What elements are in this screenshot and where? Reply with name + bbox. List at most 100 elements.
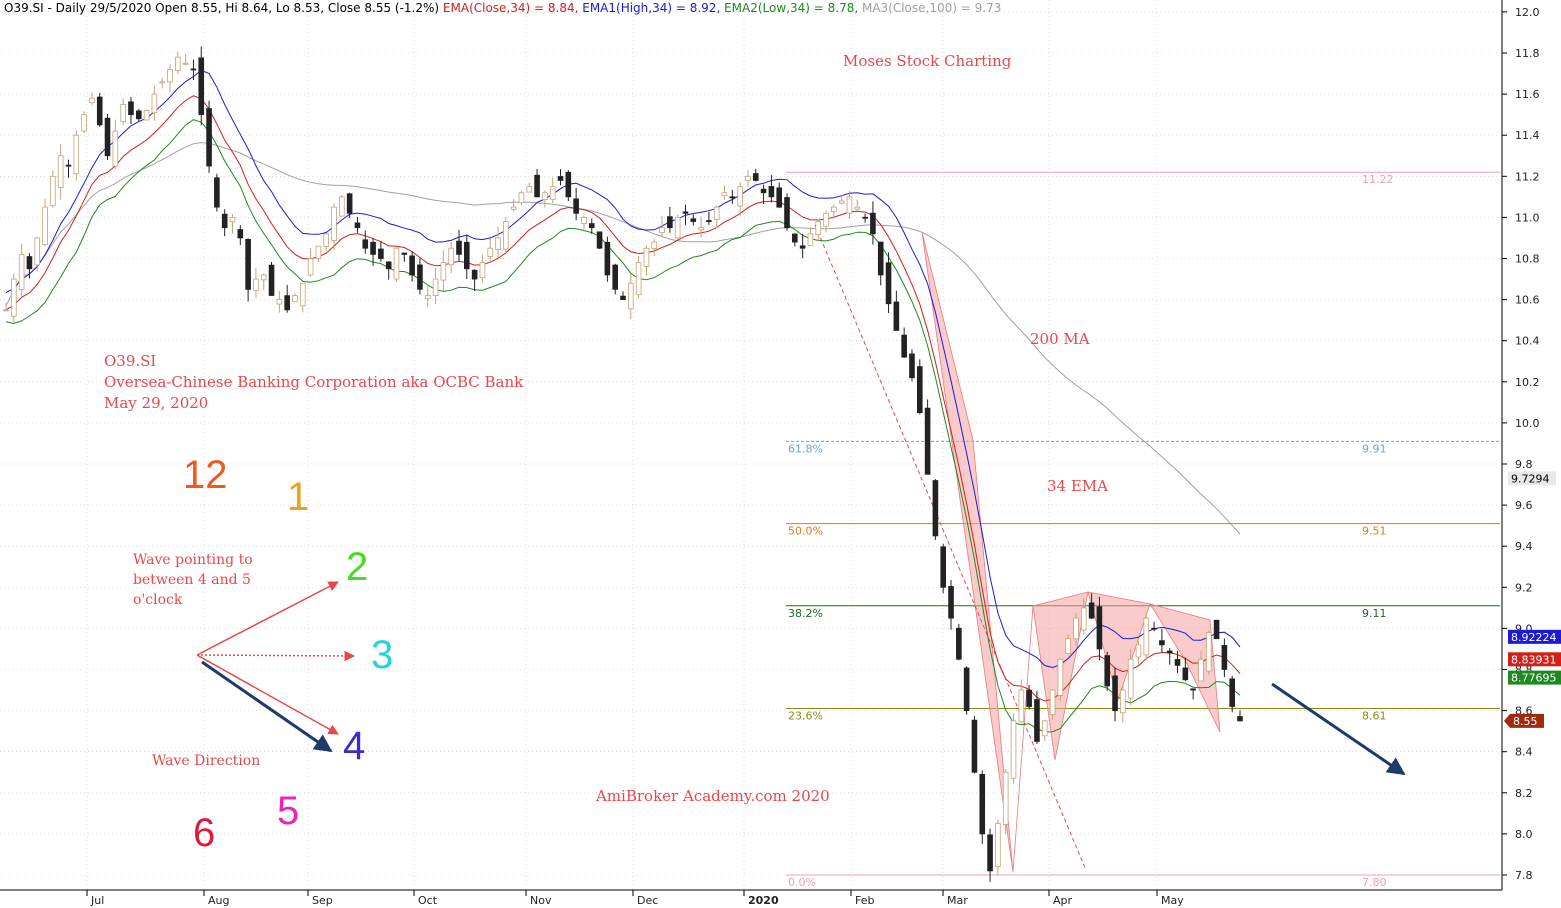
candle-body <box>987 834 993 872</box>
candle-body <box>1190 688 1196 691</box>
y-tick-label: 9.8 <box>1515 458 1533 471</box>
candle-body <box>339 196 345 217</box>
candle-body <box>620 295 626 300</box>
fib-value-label: 8.61 <box>1362 710 1387 723</box>
candle-body <box>401 252 408 255</box>
candle-body <box>565 171 572 198</box>
candle-body <box>1151 627 1157 630</box>
candle-body <box>776 187 783 208</box>
price-badge <box>1510 713 1544 728</box>
badge-pointer <box>1504 713 1510 728</box>
header-part-0: O39.SI - Daily 29/5/2020 Open 8.55, Hi 8… <box>4 1 443 15</box>
x-tick-label: Dec <box>637 894 658 907</box>
candle-body <box>940 546 947 588</box>
candle-body <box>901 334 907 358</box>
y-tick-label: 10.6 <box>1515 294 1540 307</box>
pattern-fill <box>921 231 1221 873</box>
price-badge-label: 8.55 <box>1513 715 1538 728</box>
candle-body <box>284 295 290 311</box>
pattern-overlay <box>814 224 1221 873</box>
candle-body <box>604 241 611 276</box>
candle-body <box>612 264 618 290</box>
candle-body <box>596 231 603 249</box>
trend-arrow <box>1271 682 1406 776</box>
header-part-2: EMA1(High,34) = 8.92, <box>582 1 724 15</box>
footer-credit: AmiBroker Academy.com 2020 <box>595 787 830 805</box>
candle-body <box>713 206 720 220</box>
ma200-label: 200 MA <box>1030 330 1090 348</box>
candle-body <box>846 196 853 214</box>
candle-body <box>979 774 986 835</box>
candle-body <box>916 366 923 414</box>
candle-body <box>885 262 892 305</box>
candle-body <box>378 248 384 259</box>
candle-body <box>315 245 322 260</box>
candle-body <box>1205 632 1212 672</box>
candle-body <box>815 221 822 236</box>
clock-6: 6 <box>193 811 215 855</box>
candle-body <box>909 353 915 379</box>
candle-body <box>479 262 486 279</box>
candle-body <box>1159 640 1165 646</box>
y-tick-label: 8.0 <box>1515 828 1533 841</box>
fib-pct-label: 50.0% <box>788 525 823 538</box>
candle-body <box>143 110 150 121</box>
fib-pct-label: 61.8% <box>788 442 823 455</box>
candle-body <box>1010 720 1017 779</box>
candle-body <box>167 69 173 83</box>
candle-body <box>260 274 267 281</box>
candle-body <box>1065 638 1071 655</box>
candle-body <box>112 130 119 167</box>
candle-body <box>1213 619 1220 640</box>
y-tick-label: 11.6 <box>1515 88 1540 101</box>
y-tick-label: 8.2 <box>1515 787 1533 800</box>
candle-body <box>1073 617 1079 640</box>
x-tick-label: Feb <box>855 894 874 907</box>
gridlines <box>0 0 1500 890</box>
chart-header: O39.SI - Daily 29/5/2020 Open 8.55, Hi 8… <box>4 1 1001 15</box>
price-badge-label: 8.83931 <box>1511 653 1557 666</box>
candle-body <box>706 220 712 222</box>
candle-body <box>1143 617 1150 656</box>
candle-body <box>120 103 126 123</box>
fib-value-label: 9.91 <box>1362 442 1387 455</box>
y-tick-label: 10.8 <box>1515 253 1540 266</box>
candle-body <box>792 233 798 243</box>
fib-value-label: 7.80 <box>1362 876 1387 889</box>
clock-2: 2 <box>346 545 368 589</box>
candle-body <box>354 222 361 229</box>
x-tick-label: Jul <box>90 894 104 907</box>
candle-body <box>1080 607 1087 631</box>
candle-body <box>448 247 454 266</box>
candle-body <box>534 174 540 198</box>
price-badge <box>1508 652 1561 667</box>
candle-body <box>182 62 189 65</box>
candle-body <box>948 586 954 619</box>
ema-high-line <box>5 69 1241 669</box>
fib-value-label: 9.51 <box>1362 525 1387 538</box>
x-tick-label: Oct <box>418 894 438 907</box>
candle-body <box>81 114 87 132</box>
candle-body <box>1127 658 1134 699</box>
candle-body <box>237 229 244 239</box>
candle-body <box>245 239 251 290</box>
candle-body <box>760 188 767 194</box>
x-tick-label: May <box>1161 894 1184 907</box>
candle-body <box>307 258 314 276</box>
candle-body <box>175 56 181 72</box>
candle-body <box>831 206 837 212</box>
y-tick-label: 11.2 <box>1515 170 1540 183</box>
candle-body <box>1026 689 1032 707</box>
x-tick-label: Mar <box>947 894 968 907</box>
candle-body <box>549 186 556 200</box>
fib-pct-label: 38.2% <box>788 607 823 620</box>
candle-body <box>73 134 80 175</box>
x-tick-label: 2020 <box>748 894 779 907</box>
candle-body <box>159 81 166 84</box>
candle-body <box>1041 720 1048 737</box>
candle-body <box>440 262 447 281</box>
candle-body <box>870 212 876 235</box>
candle-body <box>674 216 681 239</box>
candle-body <box>526 186 533 193</box>
y-tick-label: 11.8 <box>1515 47 1540 60</box>
